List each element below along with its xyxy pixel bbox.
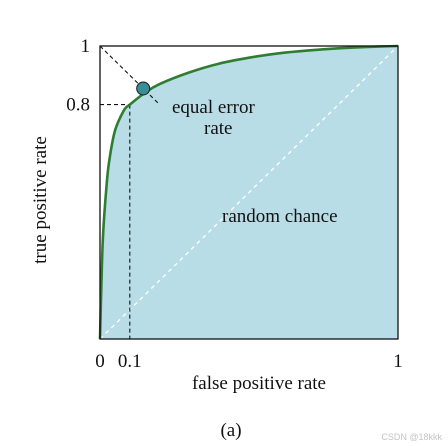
x-tick-label: 0 <box>95 351 105 372</box>
equal-error-point <box>136 81 151 96</box>
watermark: CSDN @18kkk <box>381 432 442 442</box>
x-axis-label: false positive rate <box>192 373 326 394</box>
x-tick-label: 1 <box>393 351 403 372</box>
y-axis-label: true positive rate <box>30 136 51 264</box>
equal-error-label-line2: rate <box>204 118 232 139</box>
roc-curve-line <box>98 44 399 340</box>
plot-frame <box>99 45 399 340</box>
equal-error-line <box>99 45 160 105</box>
y-tick-label: 0.8 <box>66 95 90 116</box>
y-tick-label: 1 <box>81 36 91 57</box>
random-chance-line <box>99 45 399 340</box>
equal-error-label-line1: equal error <box>172 97 255 118</box>
random-chance-label: random chance <box>222 206 338 227</box>
x-tick-label: 0.1 <box>118 351 142 372</box>
figure-caption: (a) <box>220 420 241 441</box>
